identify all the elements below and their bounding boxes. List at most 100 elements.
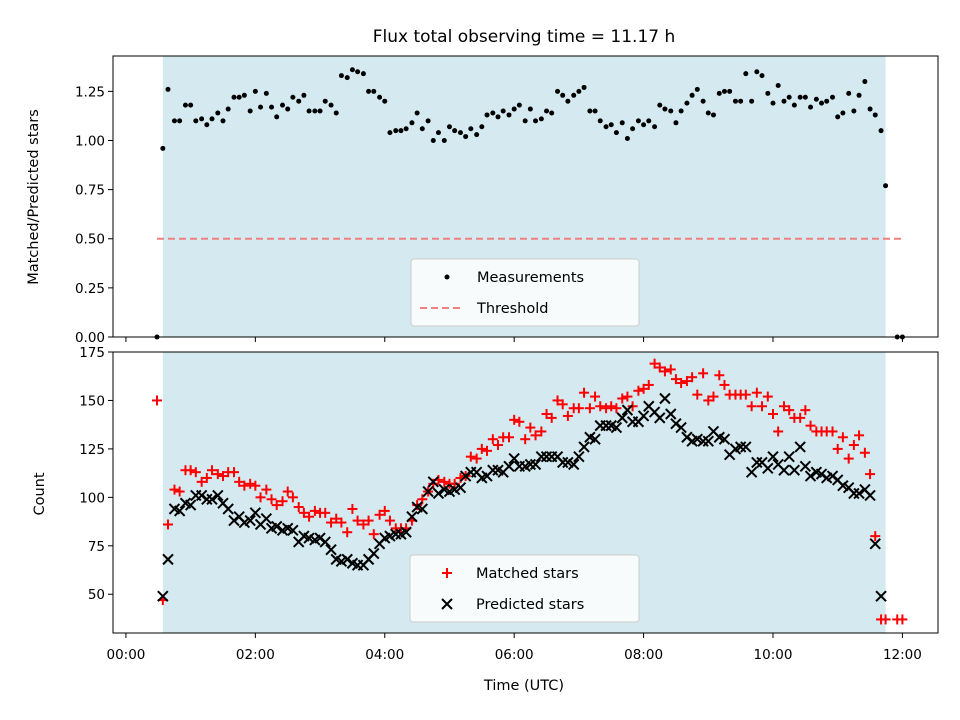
- matched-star-point: [698, 368, 709, 379]
- measurement-point: [819, 100, 825, 106]
- measurement-point: [802, 94, 808, 100]
- matched-star-point: [212, 469, 223, 480]
- measurement-point: [209, 116, 215, 122]
- measurement-point: [738, 98, 744, 104]
- matched-star-point: [379, 505, 390, 516]
- measurement-point: [587, 108, 593, 114]
- matched-star-point: [163, 519, 173, 530]
- bottom-panel: 50 75 100 125 150 175 00:00 02:00 04:00 06:00 08:…: [32, 345, 939, 694]
- matched-star-point: [374, 509, 385, 520]
- measurement-point: [813, 96, 819, 102]
- bottom-plot-frame: [112, 351, 939, 634]
- measurement-point: [576, 88, 582, 94]
- measurement-point: [797, 94, 803, 100]
- matched-star-point: [185, 465, 196, 476]
- matched-star-point: [487, 434, 498, 445]
- matched-star-point: [439, 476, 450, 487]
- predicted-star-point: [427, 476, 440, 488]
- matched-star-point: [261, 484, 272, 495]
- predicted-star-point: [173, 505, 186, 517]
- measurement-point: [387, 130, 393, 136]
- y-tick-label: 0.75: [75, 183, 105, 199]
- measurement-point: [727, 88, 733, 94]
- measurement-point: [846, 90, 852, 96]
- matched-star-point: [250, 480, 261, 491]
- matched-star-point: [611, 403, 622, 414]
- matched-star-point: [606, 401, 617, 412]
- matched-star-point: [304, 511, 315, 522]
- predicted-star-point: [529, 458, 542, 471]
- predicted-star-point: [864, 489, 876, 502]
- measurement-point: [171, 118, 177, 124]
- matched-star-point: [865, 469, 876, 480]
- predicted-star-point: [222, 503, 234, 515]
- predicted-star-point: [432, 487, 445, 500]
- y-tick-label: 0.25: [75, 281, 105, 297]
- measurement-point: [393, 128, 399, 134]
- measurement-point: [409, 120, 415, 126]
- matched-star-point: [562, 410, 573, 421]
- predicted-star-point: [206, 493, 218, 505]
- measurement-point: [619, 120, 625, 126]
- measurement-point: [555, 88, 561, 94]
- measurement-point: [597, 118, 603, 124]
- measurement-point: [700, 98, 706, 104]
- measurement-point: [231, 94, 237, 100]
- predicted-star-point: [788, 464, 801, 476]
- measurement-point: [269, 104, 275, 110]
- measurement-point: [452, 128, 458, 134]
- measurement-point: [199, 116, 205, 122]
- bottom-y-axis-label: Count: [32, 472, 48, 515]
- predicted-star-point: [734, 441, 747, 453]
- measurement-point: [479, 124, 485, 130]
- measurement-point: [333, 110, 339, 116]
- x-tick-label: 00:00: [106, 647, 145, 663]
- predicted-star-point: [287, 524, 299, 536]
- predicted-stars-series: [157, 392, 887, 602]
- measurement-point: [856, 92, 862, 98]
- matched-star-point: [638, 383, 649, 394]
- bottom-y-axis: 50 75 100 125 150 175: [79, 345, 113, 603]
- measurement-point: [791, 102, 797, 108]
- matched-star-point: [676, 378, 687, 389]
- matched-star-point: [779, 401, 789, 412]
- predicted-star-point: [751, 456, 763, 469]
- measurement-point: [862, 79, 868, 85]
- measurement-point: [830, 94, 836, 100]
- measurement-point: [668, 108, 674, 114]
- measurement-point: [732, 98, 738, 104]
- matched-star-point: [363, 515, 374, 526]
- matched-star-point: [832, 443, 843, 454]
- predicted-star-point: [740, 441, 752, 453]
- matched-star-point: [665, 364, 676, 375]
- matched-star-point: [239, 480, 250, 491]
- measurement-point: [290, 94, 296, 100]
- matched-stars-series: [152, 358, 908, 625]
- measurement-point: [840, 110, 846, 116]
- matched-star-point: [282, 486, 293, 497]
- measurement-point: [165, 86, 171, 92]
- predicted-star-point: [535, 450, 548, 463]
- measurement-point: [522, 118, 528, 124]
- measurement-point: [177, 118, 183, 124]
- measurement-point: [678, 108, 684, 114]
- predicted-star-point: [422, 485, 434, 498]
- measurement-point: [684, 100, 690, 106]
- measurement-point: [312, 108, 318, 114]
- measurement-point: [193, 118, 199, 124]
- matched-star-point: [837, 432, 848, 443]
- measurement-point: [808, 104, 814, 110]
- predicted-star-point: [659, 392, 671, 405]
- measurement-point: [419, 126, 425, 132]
- matched-star-point: [659, 366, 670, 377]
- measurement-point: [463, 134, 469, 140]
- measurement-point: [263, 90, 269, 96]
- measurement-point: [506, 112, 512, 118]
- measurement-point: [301, 92, 307, 98]
- legend-threshold-label: Threshold: [476, 301, 548, 317]
- measurement-point: [592, 108, 598, 114]
- matched-star-point: [762, 391, 773, 402]
- measurement-point: [603, 124, 609, 130]
- matched-star-point: [465, 451, 476, 462]
- predicted-star-point: [416, 503, 429, 515]
